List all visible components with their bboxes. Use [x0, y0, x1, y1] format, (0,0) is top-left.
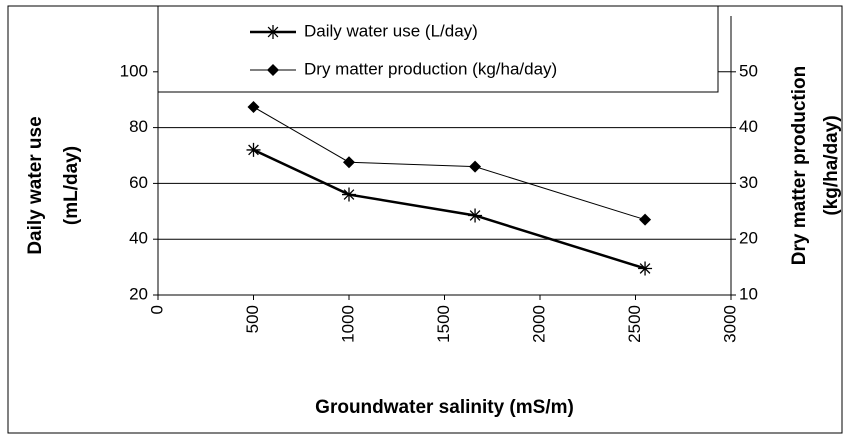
y-tick-label: 80: [129, 117, 148, 136]
legend-marker: [266, 25, 280, 39]
legend-label: Dry matter production (kg/ha/day): [304, 59, 557, 78]
series-line: [252, 148, 646, 270]
x-tick-label: 2500: [625, 305, 644, 343]
x-tick-label: 0: [147, 305, 166, 314]
point: [639, 213, 652, 226]
y-tick-label: 40: [129, 229, 148, 248]
series-line: [253, 106, 646, 221]
y2-tick-label: 20: [739, 229, 758, 248]
x-tick-label: 1500: [434, 305, 453, 343]
y2-tick-label: 10: [739, 284, 758, 303]
x-axis-label: Groundwater salinity (mS/m): [315, 397, 574, 418]
legend-marker: [267, 64, 279, 76]
y2-tick-label: 30: [739, 173, 758, 192]
point: [638, 261, 653, 276]
x-tick-label: 1000: [338, 305, 357, 343]
y2-tick-label: 40: [739, 117, 758, 136]
point: [342, 187, 356, 202]
x-tick-label: 3000: [720, 305, 739, 343]
y-tick-label: 60: [129, 173, 148, 192]
point: [247, 100, 260, 113]
legend-box: [157, 5, 719, 93]
y-tick-label: 100: [120, 61, 148, 80]
point: [246, 142, 261, 157]
y2-axis-label: Dry matter production: [789, 66, 810, 266]
x-tick-label: 2000: [529, 305, 548, 343]
point: [468, 208, 483, 223]
point: [343, 156, 355, 169]
legend-label: Daily water use (L/day): [304, 21, 478, 40]
y-tick-label: 20: [129, 284, 148, 303]
y2-tick-label: 50: [739, 61, 758, 80]
y2-axis-label: (kg/ha/day): [821, 115, 842, 215]
point: [469, 160, 482, 173]
x-tick-label: 500: [243, 305, 262, 333]
y-axis-label: Daily water use: [25, 116, 46, 254]
y-axis-label: (mL/day): [61, 146, 82, 225]
